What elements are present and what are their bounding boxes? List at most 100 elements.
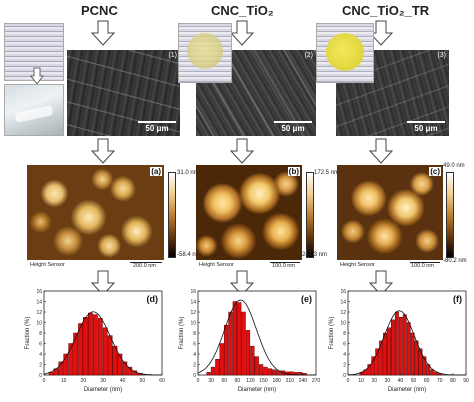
histogram-bar [258, 364, 264, 376]
y-tick-label: 6 [343, 341, 346, 347]
y-tick-label: 14 [340, 299, 346, 305]
y-axis-label: Fraction (%) [179, 317, 185, 350]
scale-bar: 50 μm [274, 121, 312, 133]
histogram-bar [132, 370, 138, 376]
afm-image-b: (b) [196, 165, 302, 260]
x-tick-label: 80 [450, 378, 456, 384]
y-tick-label: 0 [39, 373, 42, 379]
y-axis-label: Fraction (%) [329, 317, 335, 350]
x-tick-label: 50 [140, 378, 146, 384]
y-tick-label: 2 [343, 362, 346, 368]
histogram-bar [58, 361, 64, 376]
histogram-bar [232, 301, 237, 376]
gaussian-fit-line [197, 299, 316, 376]
histogram-bar [97, 318, 103, 376]
histogram-bar [398, 317, 403, 376]
x-tick-label: 60 [159, 378, 165, 384]
x-tick-label: 270 [312, 378, 321, 384]
histogram-bar [215, 359, 220, 376]
histogram-bar [237, 302, 242, 376]
histogram-bar [83, 317, 88, 376]
histogram-bar [406, 322, 411, 376]
y-tick-label: 6 [39, 341, 42, 347]
histogram-bar [387, 327, 391, 376]
x-tick-label: 90 [235, 378, 241, 384]
arrow-down-icon [90, 138, 116, 164]
histogram-bar [272, 369, 277, 376]
histogram-bar [127, 366, 133, 376]
color-scale-max: 31.0 nm [177, 170, 199, 176]
sem-panel-number: (3) [437, 52, 446, 59]
scale-bar: 50 μm [138, 121, 176, 133]
y-tick-label: 8 [343, 331, 346, 337]
histogram-bar [391, 319, 395, 376]
scale-bar-label: 100.0 nm [411, 263, 434, 269]
y-tick-label: 16 [190, 289, 196, 295]
panel-label: (c) [429, 167, 441, 176]
x-tick-label: 240 [299, 378, 308, 384]
scale-bar [410, 262, 440, 263]
y-tick-label: 2 [39, 362, 42, 368]
x-tick-label: 90 [463, 378, 469, 384]
histogram-bar [48, 372, 54, 376]
x-tick-label: 10 [358, 378, 364, 384]
histogram-bar [414, 340, 419, 376]
histogram-bar [102, 327, 108, 376]
x-tick-label: 60 [424, 378, 430, 384]
histogram-bar [371, 356, 376, 376]
x-tick-label: 150 [259, 378, 268, 384]
y-tick-label: 8 [39, 331, 42, 337]
x-tick-label: 20 [371, 378, 377, 384]
x-tick-label: 10 [61, 378, 67, 384]
y-tick-label: 2 [193, 362, 196, 368]
x-tick-label: 30 [385, 378, 391, 384]
y-tick-label: 4 [193, 352, 196, 358]
x-tick-label: 30 [100, 378, 106, 384]
arrow-down-icon [229, 138, 255, 164]
y-tick-label: 6 [193, 341, 196, 347]
y-tick-label: 0 [343, 373, 346, 379]
y-tick-label: 10 [36, 320, 42, 326]
color-scale-max: 49.0 nm [443, 163, 465, 169]
histogram-bar [219, 343, 224, 376]
height-sensor-label: Height Sensor [30, 262, 65, 268]
gaussian-fit-line [347, 310, 466, 376]
y-tick-label: 12 [190, 310, 196, 316]
arrow-down-icon [90, 270, 116, 296]
y-tick-label: 14 [36, 299, 42, 305]
arrow-down-icon [30, 67, 44, 85]
x-tick-label: 30 [208, 378, 214, 384]
x-tick-label: 0 [197, 378, 200, 384]
histogram-bar [223, 324, 229, 376]
scale-bar [130, 262, 162, 263]
y-tick-label: 12 [340, 310, 346, 316]
histogram-bar [254, 356, 259, 376]
histogram-bar [206, 372, 211, 376]
histogram-bar [241, 311, 246, 376]
x-tick-label: 40 [120, 378, 126, 384]
arrow-down-icon [90, 20, 116, 46]
height-sensor-label: Height Sensor [340, 262, 375, 268]
height-sensor-label: Height Sensor [199, 262, 234, 268]
histogram-bar [422, 356, 427, 376]
histogram-bar [245, 330, 251, 376]
afm-image-a: (a) [27, 165, 164, 260]
sem-panel-number: (2) [304, 52, 313, 59]
y-tick-label: 4 [343, 352, 346, 358]
histogram-bar [73, 332, 79, 376]
histogram-bar [367, 364, 372, 376]
histogram-bar [418, 348, 423, 376]
sem-panel-number: (1) [168, 52, 177, 59]
histogram-bar [383, 332, 387, 376]
arrow-down-icon [368, 270, 394, 296]
x-tick-label: 50 [411, 378, 417, 384]
panel-label: (b) [287, 167, 300, 176]
histogram-bar [375, 348, 380, 376]
x-tick-label: 210 [286, 378, 295, 384]
histogram-bar [228, 311, 233, 376]
panel-label: (a) [150, 167, 162, 176]
arrow-down-icon [368, 20, 394, 46]
color-scale-min: -80.2 nm [443, 258, 467, 264]
column-title-cnc-tio2: CNC_TiO₂ [211, 3, 274, 18]
histogram-bar [394, 311, 399, 376]
